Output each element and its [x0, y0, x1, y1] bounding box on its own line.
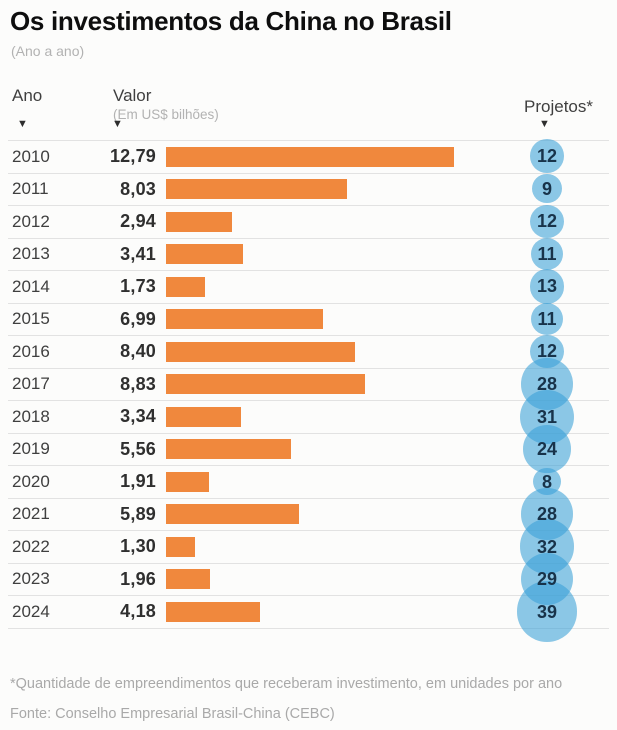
table-row: 2010 12,79 — [8, 140, 609, 173]
bar-track — [166, 471, 609, 492]
bar-track — [166, 569, 609, 590]
value-bar — [166, 374, 365, 395]
column-header-projects: Projetos* — [524, 97, 593, 116]
value-bar — [166, 471, 209, 492]
year-label: 2020 — [12, 471, 50, 491]
table-row: 2015 6,99 — [8, 302, 609, 336]
value-bar — [166, 569, 210, 590]
value-bar — [166, 179, 347, 200]
year-label: 2014 — [12, 276, 50, 296]
table-row: 2023 1,96 — [8, 562, 609, 596]
pointer-down-icon: ▼ — [112, 118, 123, 130]
value-bar — [166, 309, 323, 330]
value-bar — [166, 146, 454, 167]
table-row: 2013 3,41 — [8, 237, 609, 271]
value-label: 6,99 — [120, 308, 156, 329]
bar-track — [166, 341, 609, 362]
page-subtitle: (Ano a ano) — [11, 43, 85, 59]
value-bar — [166, 439, 291, 460]
year-label: 2013 — [12, 244, 50, 264]
table-row: 2011 8,03 — [8, 172, 609, 206]
value-bar — [166, 276, 205, 297]
value-bar — [166, 406, 241, 427]
bar-track — [166, 179, 609, 200]
value-label: 12,79 — [109, 146, 156, 167]
column-header-value: Valor — [113, 86, 152, 105]
value-label: 8,83 — [120, 373, 156, 394]
value-bar — [166, 536, 195, 557]
footnote: *Quantidade de empreendimentos que receb… — [10, 675, 563, 692]
bar-track — [166, 374, 609, 395]
year-label: 2012 — [12, 211, 50, 231]
year-label: 2023 — [12, 569, 50, 589]
column-headers: Ano Valor (Em US$ bilhões) Projetos* ▼ ▼… — [0, 59, 617, 140]
bar-track — [166, 309, 609, 330]
bar-track — [166, 536, 609, 557]
year-label: 2011 — [12, 179, 49, 199]
value-bar — [166, 341, 355, 362]
year-label: 2018 — [12, 406, 50, 426]
value-label: 1,91 — [120, 471, 156, 492]
value-label: 8,03 — [120, 178, 156, 199]
pointer-down-icon: ▼ — [17, 118, 28, 130]
year-label: 2024 — [12, 601, 50, 621]
value-bar — [166, 211, 232, 232]
value-bar — [166, 601, 260, 622]
chart-rows: 12 9 12 11 13 11 12 28 31 24 8 28 32 29 39 2010 12,79 … — [8, 139, 609, 642]
page-title: Os investimentos da China no Brasil — [10, 6, 452, 36]
year-label: 2016 — [12, 341, 50, 361]
value-label: 4,18 — [120, 601, 156, 622]
value-label: 8,40 — [120, 341, 156, 362]
table-row: 2019 5,56 — [8, 432, 609, 466]
table-row: 2024 4,18 — [8, 595, 609, 628]
bar-track — [166, 439, 609, 460]
value-label: 5,56 — [120, 438, 156, 459]
year-label: 2010 — [12, 146, 50, 166]
value-bar — [166, 244, 243, 265]
bar-track — [166, 601, 609, 622]
value-label: 2,94 — [120, 211, 156, 232]
bar-track — [166, 406, 609, 427]
value-label: 1,30 — [120, 536, 156, 557]
table-row: 2020 1,91 — [8, 465, 609, 498]
column-header-value-unit: (Em US$ bilhões) — [113, 107, 219, 122]
year-label: 2017 — [12, 374, 50, 394]
year-label: 2021 — [12, 504, 50, 524]
value-label: 5,89 — [120, 503, 156, 524]
table-row: 2017 8,83 — [8, 367, 609, 401]
bar-track — [166, 276, 609, 297]
pointer-down-icon: ▼ — [539, 118, 550, 130]
source-credit: Fonte: Conselho Empresarial Brasil-China… — [10, 705, 335, 722]
bar-track — [166, 211, 609, 232]
table-row: 2012 2,94 — [8, 205, 609, 238]
column-header-year: Ano — [12, 86, 43, 105]
year-label: 2015 — [12, 309, 50, 329]
value-label: 3,34 — [120, 406, 156, 427]
value-label: 3,41 — [120, 243, 156, 264]
table-row: 2018 3,34 — [8, 400, 609, 433]
table-row: 2014 1,73 — [8, 270, 609, 303]
year-label: 2019 — [12, 439, 50, 459]
bar-track — [166, 504, 609, 525]
year-label: 2022 — [12, 536, 50, 556]
value-label: 1,96 — [120, 568, 156, 589]
table-row: 2021 5,89 — [8, 497, 609, 531]
value-bar — [166, 504, 299, 525]
table-row: 2022 1,30 — [8, 530, 609, 563]
bar-track — [166, 244, 609, 265]
bar-track — [166, 146, 609, 167]
table-row: 2016 8,40 — [8, 335, 609, 368]
value-label: 1,73 — [120, 276, 156, 297]
